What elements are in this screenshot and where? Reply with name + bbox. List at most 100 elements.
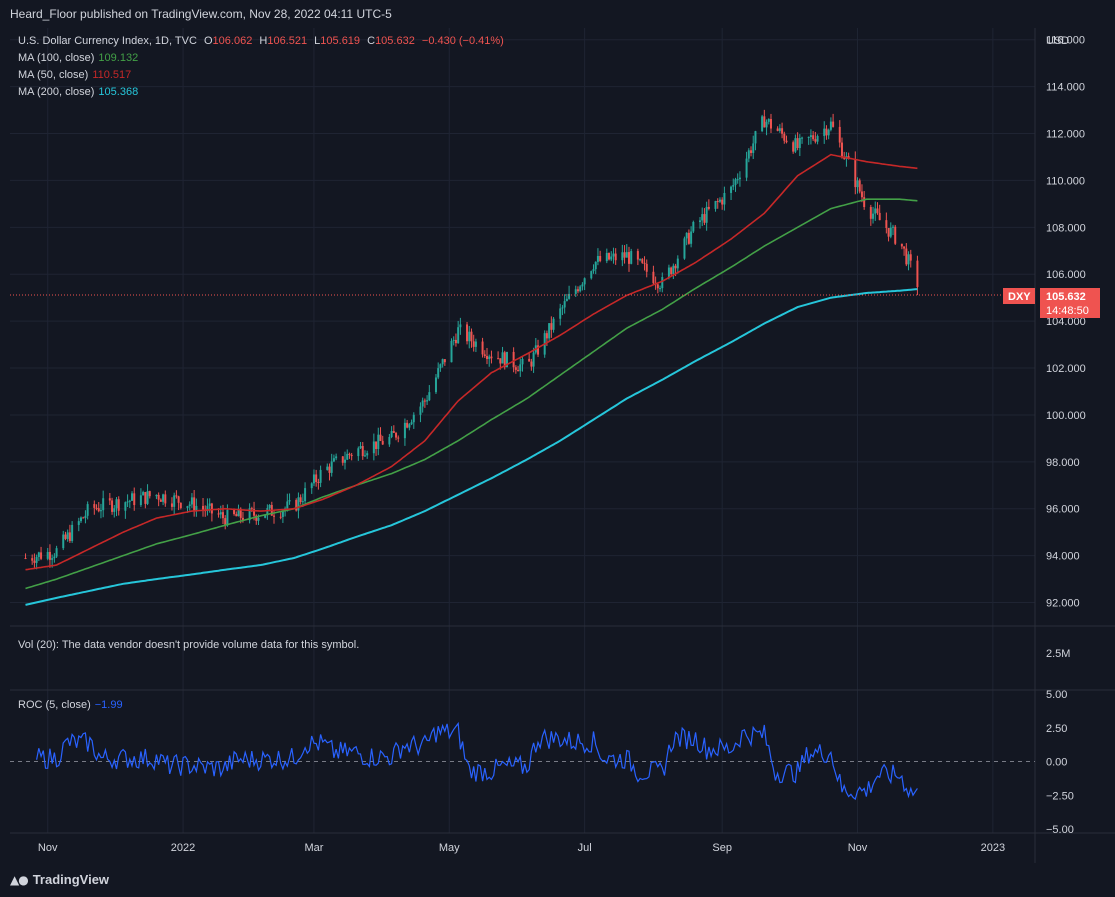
candle-body [916, 260, 919, 287]
candle-body [605, 252, 608, 262]
roc-axis[interactable]: 5.00 2.50 0.00 −2.50 −5.00 [1046, 689, 1074, 836]
candle-body [701, 214, 704, 221]
candle-body [592, 269, 595, 272]
candle-body [840, 142, 843, 158]
volume-label: Vol (20): The data vendor doesn't provid… [18, 639, 359, 651]
price-tick-label: 116.000 [1046, 35, 1085, 47]
candle-body [792, 142, 795, 152]
candle-body [217, 513, 220, 515]
candle-body [750, 150, 753, 153]
candle-body [501, 352, 504, 364]
candle-body [705, 206, 708, 223]
candle-body [854, 158, 857, 188]
candle-body [903, 246, 906, 249]
candle-body [900, 243, 903, 247]
candle-body [860, 191, 863, 198]
candle-body [62, 534, 65, 549]
candle-body [814, 139, 817, 142]
candle-body [257, 517, 260, 521]
pane-separators [10, 28, 1115, 863]
candle-body [250, 508, 253, 510]
candle-body [874, 208, 877, 214]
candle-body [255, 515, 258, 521]
time-axis[interactable]: Nov 2022 Mar May Jul Sep Nov 2023 [38, 842, 1005, 854]
candle-body [419, 406, 422, 415]
legend-o-label: O [203, 35, 213, 47]
time-tick-label: 2023 [981, 842, 1005, 854]
candle-body [703, 214, 706, 223]
candle-body [907, 254, 910, 265]
candle-body [366, 453, 369, 456]
candle-body [139, 495, 142, 506]
ma50-label: MA (50, close) [18, 69, 89, 81]
candle-body [77, 521, 80, 525]
candle-body [869, 207, 872, 219]
candle-body [335, 456, 338, 459]
candle-body [610, 256, 613, 260]
candle-body [550, 323, 553, 330]
candle-body [235, 514, 238, 517]
candle-body [208, 503, 211, 506]
candle-body [454, 339, 457, 344]
candle-body [838, 126, 841, 143]
price-tick-label: 114.000 [1046, 82, 1085, 94]
candle-body [233, 509, 236, 515]
candle-body [894, 226, 897, 244]
candle-body [421, 400, 424, 407]
candle-body [488, 356, 491, 359]
candle-body [66, 532, 69, 539]
candle-body [93, 504, 96, 508]
candle-body [721, 199, 724, 205]
price-axis[interactable]: 116.000 114.000 112.000 110.000 108.000 106.0… [1046, 35, 1086, 610]
candle-body [159, 499, 162, 502]
candle-body [474, 341, 477, 347]
candle-body [687, 232, 690, 244]
candle-body [827, 129, 830, 136]
roc-label: ROC (5, close) [18, 699, 91, 711]
candle-body [636, 251, 639, 260]
candle-body [344, 459, 347, 463]
candle-body [483, 354, 486, 357]
candle-body [99, 510, 102, 512]
candle-body [443, 359, 446, 363]
candle-body [157, 494, 160, 500]
candle-body [829, 121, 832, 130]
candle-body [295, 500, 298, 511]
tradingview-logo[interactable]: ▲● TradingView [10, 872, 109, 887]
candle-body [641, 259, 644, 263]
candle-body [86, 504, 89, 516]
candle-body [459, 324, 462, 328]
price-tick-label: 96.000 [1046, 504, 1080, 516]
candle-body [312, 474, 315, 484]
legend-close: 105.632 [375, 35, 415, 47]
legend-ma100: MA (100, close) 109.132 [18, 52, 142, 64]
candle-body [410, 422, 413, 425]
candle-body [379, 434, 382, 441]
candle-body [909, 254, 912, 261]
candle-body [685, 232, 688, 239]
main-pane[interactable] [10, 28, 1035, 626]
tradingview-logo-icon: ▲● [10, 872, 29, 887]
time-tick-label: Nov [848, 842, 868, 854]
candle-body [304, 488, 307, 502]
candle-body [237, 508, 240, 517]
candle-body [319, 469, 322, 483]
candle-body [576, 289, 579, 292]
candle-body [346, 453, 349, 460]
candle-body [317, 482, 320, 484]
candle-body [266, 508, 269, 516]
roc-tick-label: 2.50 [1046, 723, 1067, 735]
candle-body [872, 213, 875, 219]
legend-main: U.S. Dollar Currency Index, 1D, TVC O106… [18, 35, 508, 47]
candle-body [627, 252, 630, 264]
candle-body [332, 458, 335, 462]
candle-body [490, 356, 493, 359]
candle-body [328, 466, 331, 473]
candle-body [574, 289, 577, 294]
candle-body [807, 136, 810, 138]
candle-body [375, 441, 378, 449]
chart-canvas[interactable]: 116.000 114.000 112.000 110.000 108.000 106.0… [0, 28, 1115, 863]
candle-body [614, 253, 617, 261]
roc-tick-label: 5.00 [1046, 689, 1067, 701]
candle-body [714, 201, 717, 209]
